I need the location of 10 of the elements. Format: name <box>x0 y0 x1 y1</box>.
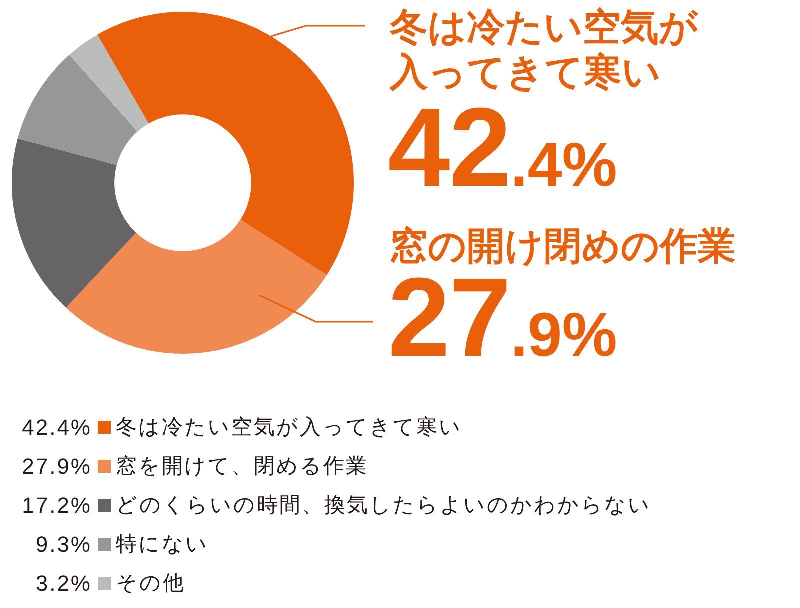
data-label: 42.4% <box>21 414 92 442</box>
data-label: 3.2% <box>34 570 92 598</box>
legend-label: 窓を開けて、閉める作業 <box>116 453 368 480</box>
legend-label: 冬は冷たい空気が入ってきて寒い <box>116 414 462 441</box>
legend-label: 特にない <box>116 531 209 558</box>
legend-label: どのくらいの時間、換気したらよいのかわからない <box>116 492 652 519</box>
legend-label: その他 <box>116 570 186 597</box>
data-label: 9.3% <box>34 531 92 559</box>
data-label: 27.9% <box>21 453 92 481</box>
data-label: 17.2% <box>21 492 92 520</box>
